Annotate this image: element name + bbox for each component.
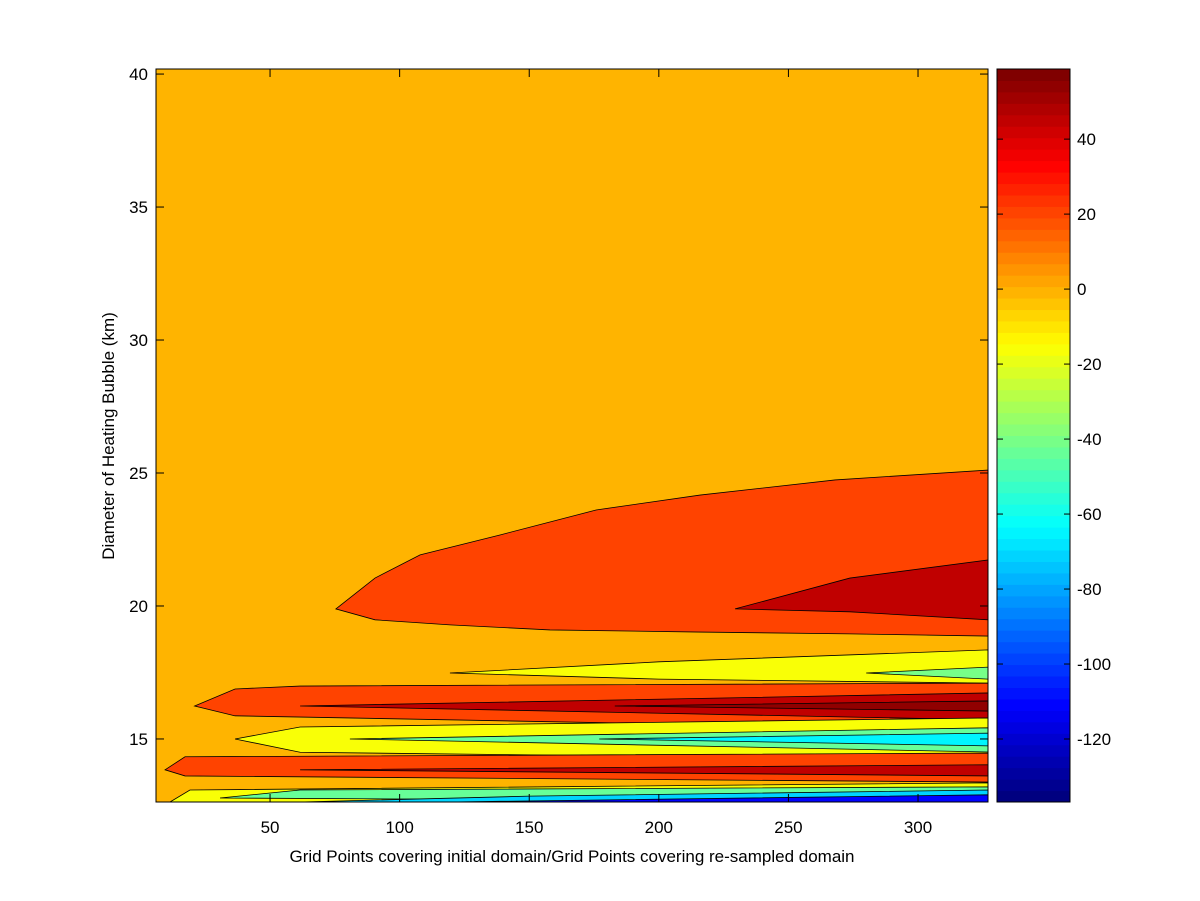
y-tick-label: 30 (129, 331, 148, 350)
colorbar-tick-label: -120 (1077, 730, 1111, 749)
colorbar-band (997, 343, 1070, 356)
colorbar-band (997, 756, 1070, 769)
colorbar-tick-label: -60 (1077, 505, 1102, 524)
colorbar-band (997, 252, 1070, 265)
colorbar-band (997, 137, 1070, 150)
colorbar-band (997, 653, 1070, 666)
colorbar-band (997, 527, 1070, 540)
colorbar-tick-label: -100 (1077, 655, 1111, 674)
x-tick-label: 200 (645, 818, 673, 837)
colorbar-band (997, 458, 1070, 471)
colorbar-band (997, 790, 1070, 803)
colorbar-band (997, 515, 1070, 528)
colorbar-band (997, 80, 1070, 93)
colorbar-band (997, 676, 1070, 688)
colorbar-band (997, 194, 1070, 207)
colorbar-tick-label: 20 (1077, 205, 1096, 224)
y-tick-label: 20 (129, 597, 148, 616)
colorbar-tick-label: -40 (1077, 430, 1102, 449)
colorbar-band (997, 183, 1070, 196)
x-tick-label: 300 (904, 818, 932, 837)
colorbar-band (997, 641, 1070, 654)
colorbar-band (997, 595, 1070, 608)
y-tick-label: 15 (129, 730, 148, 749)
colorbar-tick-label: -20 (1077, 355, 1102, 374)
y-tick-label: 25 (129, 464, 148, 483)
colorbar-band (997, 779, 1070, 792)
colorbar-band (997, 698, 1070, 711)
colorbar-band (997, 584, 1070, 597)
colorbar-band (997, 607, 1070, 620)
colorbar-band (997, 469, 1070, 482)
colorbar-band (997, 206, 1070, 219)
colorbar-band (997, 366, 1070, 379)
colorbar-band (997, 446, 1070, 459)
y-tick-label: 35 (129, 198, 148, 217)
colorbar-band (997, 744, 1070, 757)
colorbar-band (997, 618, 1070, 631)
colorbar-band (997, 149, 1070, 162)
colorbar-band (997, 538, 1070, 551)
colorbar-band (997, 126, 1070, 139)
colorbar-band (997, 561, 1070, 574)
colorbar-band (997, 389, 1070, 402)
colorbar-band (997, 550, 1070, 562)
colorbar-band (997, 355, 1070, 368)
x-tick-label: 250 (774, 818, 802, 837)
colorbar-band (997, 733, 1070, 746)
colorbar-tick-label: 40 (1077, 130, 1096, 149)
y-tick-label: 40 (129, 65, 148, 84)
colorbar-band (997, 298, 1070, 311)
colorbar-tick-label: -80 (1077, 580, 1102, 599)
colorbar-band (997, 687, 1070, 700)
colorbar-band (997, 401, 1070, 414)
x-axis-label: Grid Points covering initial domain/Grid… (289, 847, 854, 866)
x-tick-label: 100 (385, 818, 413, 837)
colorbar-band (997, 229, 1070, 242)
colorbar-frame (996, 68, 1071, 803)
colorbar-band (997, 240, 1070, 253)
colorbar-band (997, 69, 1070, 81)
colorbar-band (997, 664, 1070, 677)
colorbar-band (997, 275, 1070, 288)
colorbar-tick-label: 0 (1077, 280, 1086, 299)
colorbar-band (997, 320, 1070, 333)
x-tick-label: 150 (515, 818, 543, 837)
colorbar-band (997, 172, 1070, 185)
colorbar-band (997, 504, 1070, 517)
x-tick-label: 50 (261, 818, 280, 837)
colorbar-band (997, 378, 1070, 391)
colorbar-band (997, 630, 1070, 643)
colorbar-band (997, 160, 1070, 173)
colorbar-band (997, 572, 1070, 585)
colorbar-band (997, 412, 1070, 425)
colorbar-band (997, 710, 1070, 723)
colorbar-band (997, 286, 1070, 299)
colorbar-band (997, 481, 1070, 494)
colorbar-band (997, 424, 1070, 436)
colorbar-band (997, 332, 1070, 345)
colorbar-band (997, 217, 1070, 230)
colorbar-band (997, 263, 1070, 276)
colorbar-band (997, 114, 1070, 127)
plot-frame (155, 68, 989, 803)
colorbar-band (997, 767, 1070, 780)
colorbar-band (997, 103, 1070, 116)
colorbar-band (997, 309, 1070, 322)
y-axis-label: Diameter of Heating Bubble (km) (99, 312, 118, 560)
colorbar-band (997, 492, 1070, 505)
colorbar-band (997, 435, 1070, 448)
colorbar-band (997, 91, 1070, 104)
colorbar-band (997, 721, 1070, 734)
